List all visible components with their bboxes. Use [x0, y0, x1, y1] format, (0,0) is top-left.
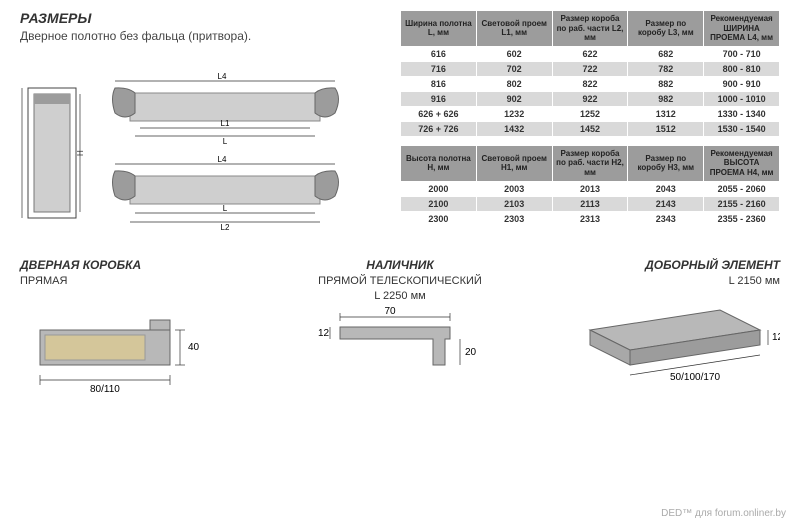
- dimension-diagram: H4 H L4 L1 L: [20, 53, 360, 233]
- table-cell: 602: [476, 46, 552, 61]
- height-table: Высота полотна H, ммСветовой проем H1, м…: [400, 145, 780, 227]
- table-cell: 900 - 910: [704, 76, 780, 91]
- table-cell: 922: [552, 91, 628, 106]
- svg-text:12: 12: [772, 332, 780, 343]
- frame-diagram: 40 80/110: [20, 290, 220, 400]
- table-cell: 722: [552, 61, 628, 76]
- table-header: Размер по коробу H3, мм: [628, 145, 704, 181]
- table-cell: 902: [476, 91, 552, 106]
- table-row: 20002003201320432055 - 2060: [401, 181, 780, 196]
- table-header: Размер короба по раб. части L2, мм: [552, 11, 628, 47]
- table-cell: 2300: [401, 211, 477, 226]
- table-header: Рекомендуемая ВЫСОТА ПРОЕМА H4, мм: [704, 145, 780, 181]
- table-cell: 2000: [401, 181, 477, 196]
- table-cell: 700 - 710: [704, 46, 780, 61]
- table-cell: 802: [476, 76, 552, 91]
- svg-text:H: H: [76, 150, 85, 156]
- table-header: Высота полотна H, мм: [401, 145, 477, 181]
- table-cell: 1000 - 1010: [704, 91, 780, 106]
- svg-text:20: 20: [465, 347, 477, 358]
- table-cell: 816: [401, 76, 477, 91]
- table-header: Размер по коробу L3, мм: [628, 11, 704, 47]
- frame-title: ДВЕРНАЯ КОРОБКА: [20, 258, 253, 272]
- trim-diagram: 70 12 20: [300, 305, 500, 395]
- table-cell: 822: [552, 76, 628, 91]
- svg-text:L1: L1: [221, 119, 230, 128]
- table-cell: 2355 - 2360: [704, 211, 780, 226]
- table-cell: 2055 - 2060: [704, 181, 780, 196]
- table-cell: 2013: [552, 181, 628, 196]
- table-cell: 882: [628, 76, 704, 91]
- table-cell: 2343: [628, 211, 704, 226]
- width-table: Ширина полотна L, ммСветовой проем L1, м…: [400, 10, 780, 137]
- svg-text:50/100/170: 50/100/170: [670, 372, 720, 383]
- svg-text:L4: L4: [218, 72, 227, 81]
- table-cell: 1252: [552, 106, 628, 121]
- table-row: 726 + 7261432145215121530 - 1540: [401, 121, 780, 136]
- table-cell: 1232: [476, 106, 552, 121]
- section-title: РАЗМЕРЫ: [20, 10, 390, 26]
- table-row: 626 + 6261232125213121330 - 1340: [401, 106, 780, 121]
- table-cell: 1452: [552, 121, 628, 136]
- table-row: 716702722782800 - 810: [401, 61, 780, 76]
- table-header: Размер короба по раб. части H2, мм: [552, 145, 628, 181]
- trim-sub: ПРЯМОЙ ТЕЛЕСКОПИЧЕСКИЙ: [283, 275, 516, 287]
- table-row: 21002103211321432155 - 2160: [401, 196, 780, 211]
- ext-diagram: 12 50/100/170: [560, 290, 780, 390]
- table-cell: 782: [628, 61, 704, 76]
- table-cell: 716: [401, 61, 477, 76]
- ext-title: ДОБОРНЫЙ ЭЛЕМЕНТ: [547, 258, 780, 272]
- table-cell: 726 + 726: [401, 121, 477, 136]
- table-row: 816802822882900 - 910: [401, 76, 780, 91]
- table-header: Ширина полотна L, мм: [401, 11, 477, 47]
- svg-text:L4: L4: [218, 155, 227, 164]
- trim-length: L 2250 мм: [283, 290, 516, 302]
- table-header: Световой проем L1, мм: [476, 11, 552, 47]
- svg-text:80/110: 80/110: [90, 384, 120, 395]
- table-cell: 2155 - 2160: [704, 196, 780, 211]
- table-cell: 2043: [628, 181, 704, 196]
- table-cell: 2103: [476, 196, 552, 211]
- svg-text:12: 12: [318, 328, 330, 339]
- table-cell: 1432: [476, 121, 552, 136]
- table-row: 616602622682700 - 710: [401, 46, 780, 61]
- table-cell: 682: [628, 46, 704, 61]
- table-cell: 2003: [476, 181, 552, 196]
- svg-text:70: 70: [384, 306, 396, 317]
- table-cell: 1330 - 1340: [704, 106, 780, 121]
- section-subtitle: Дверное полотно без фальца (притвора).: [20, 29, 390, 43]
- table-cell: 1530 - 1540: [704, 121, 780, 136]
- table-cell: 702: [476, 61, 552, 76]
- table-cell: 622: [552, 46, 628, 61]
- ext-length: L 2150 мм: [547, 275, 780, 287]
- table-cell: 2143: [628, 196, 704, 211]
- table-row: 9169029229821000 - 1010: [401, 91, 780, 106]
- table-cell: 2313: [552, 211, 628, 226]
- table-cell: 1312: [628, 106, 704, 121]
- svg-text:40: 40: [188, 342, 200, 353]
- table-cell: 2113: [552, 196, 628, 211]
- svg-text:L2: L2: [221, 223, 230, 232]
- table-row: 23002303231323432355 - 2360: [401, 211, 780, 226]
- frame-sub: ПРЯМАЯ: [20, 275, 253, 287]
- table-header: Рекомендуемая ШИРИНА ПРОЕМА L4, мм: [704, 11, 780, 47]
- trim-title: НАЛИЧНИК: [283, 258, 516, 272]
- table-cell: 982: [628, 91, 704, 106]
- table-cell: 626 + 626: [401, 106, 477, 121]
- table-cell: 2100: [401, 196, 477, 211]
- svg-text:L: L: [223, 204, 228, 213]
- table-cell: 916: [401, 91, 477, 106]
- table-cell: 2303: [476, 211, 552, 226]
- table-cell: 616: [401, 46, 477, 61]
- table-header: Световой проем H1, мм: [476, 145, 552, 181]
- table-cell: 800 - 810: [704, 61, 780, 76]
- table-cell: 1512: [628, 121, 704, 136]
- svg-text:L: L: [223, 137, 228, 146]
- watermark: DED™ для forum.onliner.by: [661, 508, 786, 519]
